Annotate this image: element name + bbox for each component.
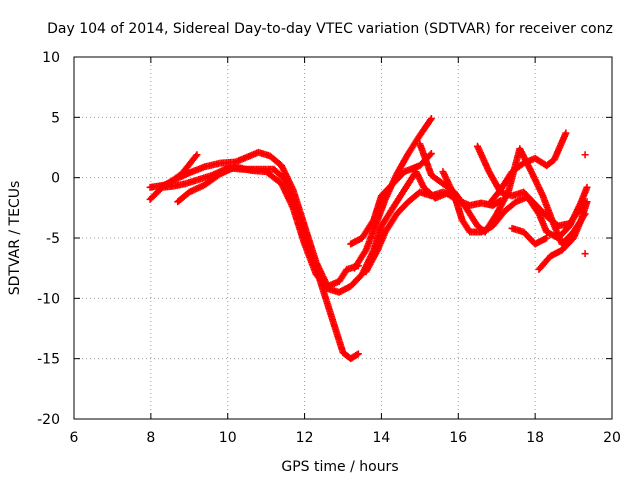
data-point — [353, 351, 361, 359]
data-point — [562, 129, 570, 137]
data-point — [583, 183, 591, 191]
data-point — [427, 115, 435, 123]
series-track-o — [581, 250, 589, 258]
series-track-e — [347, 150, 435, 248]
series-track-n — [581, 151, 589, 159]
data-point — [581, 151, 589, 159]
data-point — [426, 151, 434, 159]
series-track-f — [351, 115, 435, 272]
data-point — [581, 250, 589, 258]
data-point — [192, 152, 200, 160]
y-tick-label: 10 — [42, 50, 60, 66]
y-tick-label: -15 — [37, 352, 60, 368]
data-point — [193, 151, 201, 159]
x-tick-label: 18 — [526, 430, 544, 446]
series-track-d — [174, 163, 505, 296]
series-track-c — [146, 164, 362, 363]
y-axis-label: SDTVAR / TECUs — [7, 181, 23, 296]
x-tick-label: 16 — [449, 430, 467, 446]
series-track-g — [362, 188, 458, 276]
series-track-k — [485, 129, 570, 208]
x-tick-label: 10 — [219, 430, 237, 446]
data-point — [543, 234, 551, 242]
y-tick-label: -20 — [37, 412, 60, 428]
series-track-i — [439, 168, 591, 242]
series-track-m — [535, 198, 591, 273]
x-tick-label: 20 — [603, 430, 621, 446]
data-point — [427, 150, 435, 158]
x-tick-label: 6 — [70, 430, 79, 446]
x-tick-label: 14 — [373, 430, 391, 446]
x-axis-label: GPS time / hours — [281, 459, 398, 475]
x-tick-label: 8 — [146, 430, 155, 446]
x-tick-label: 12 — [296, 430, 314, 446]
y-tick-label: -5 — [46, 231, 60, 247]
y-tick-label: 0 — [51, 171, 60, 187]
chart-title: Day 104 of 2014, Sidereal Day-to-day VTE… — [47, 21, 613, 37]
grid — [74, 57, 612, 419]
data-point — [583, 198, 591, 206]
series-track-l — [508, 224, 551, 248]
axis-ticks: 6 8 10 12 14 16 18 20 -20 -15 -10 -5 0 5 10 — [37, 50, 621, 446]
y-tick-label: 5 — [51, 110, 60, 126]
data-point — [354, 350, 362, 358]
data-points — [146, 115, 591, 363]
plot-frame — [73, 56, 613, 420]
y-tick-label: -10 — [37, 291, 60, 307]
data-point — [426, 116, 434, 124]
series-track-j — [474, 142, 589, 230]
